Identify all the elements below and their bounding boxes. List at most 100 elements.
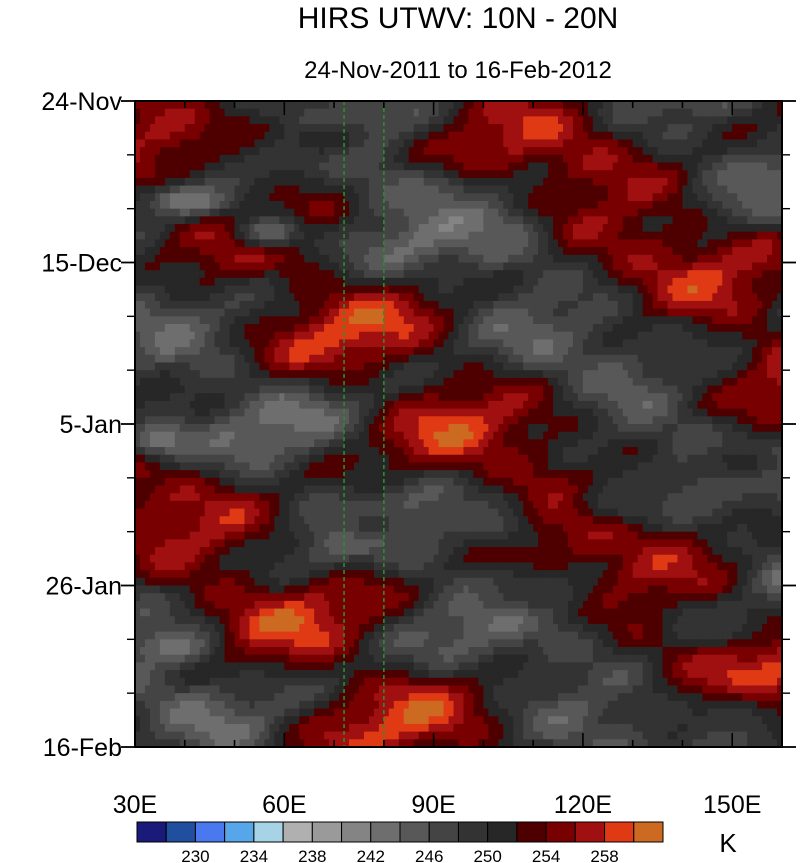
field-cell	[592, 200, 599, 210]
field-cell	[349, 362, 355, 371]
field-cell	[722, 224, 728, 233]
field-cell	[697, 316, 703, 325]
field-cell	[717, 162, 723, 171]
field-cell	[219, 147, 226, 156]
field-cell	[627, 208, 634, 217]
field-cell	[393, 300, 400, 310]
field-cell	[408, 270, 415, 279]
field-cell	[567, 193, 574, 202]
field-cell	[428, 147, 435, 156]
field-cell	[637, 385, 644, 394]
field-cell	[767, 108, 773, 117]
field-cell	[304, 362, 310, 371]
field-cell	[592, 293, 599, 302]
field-cell	[299, 300, 305, 310]
field-cell	[334, 116, 340, 125]
field-cell	[408, 170, 415, 179]
field-cell	[284, 147, 290, 156]
field-cell	[418, 124, 425, 133]
field-cell	[294, 316, 300, 325]
field-cell	[329, 170, 335, 179]
field-cell	[612, 239, 619, 248]
field-cell	[642, 254, 649, 264]
field-cell	[299, 193, 305, 202]
field-cell	[612, 124, 619, 133]
field-cell	[229, 354, 236, 364]
field-cell	[577, 224, 584, 233]
field-cell	[747, 147, 753, 156]
field-cell	[403, 354, 410, 364]
field-cell	[413, 193, 420, 202]
field-cell	[498, 200, 504, 210]
field-cell	[264, 231, 270, 241]
field-cell	[697, 370, 703, 379]
field-cell	[458, 147, 465, 156]
field-cell	[264, 154, 270, 164]
field-cell	[299, 354, 305, 364]
field-cell	[572, 308, 579, 317]
field-cell	[483, 162, 489, 171]
field-cell	[324, 170, 330, 179]
field-cell	[224, 393, 231, 402]
field-cell	[339, 362, 345, 371]
field-cell	[597, 262, 604, 271]
field-cell	[762, 185, 768, 194]
field-cell	[582, 154, 589, 164]
field-cell	[717, 108, 723, 117]
field-cell	[234, 208, 241, 217]
field-cell	[742, 147, 748, 156]
field-cell	[194, 370, 201, 379]
field-cell	[543, 247, 549, 256]
field-cell	[393, 247, 400, 256]
field-cell	[692, 177, 698, 187]
field-cell	[752, 116, 758, 125]
field-cell	[752, 293, 758, 302]
field-cell	[642, 285, 649, 294]
field-cell	[453, 270, 460, 279]
field-cell	[488, 385, 494, 394]
field-cell	[373, 101, 380, 110]
field-cell	[229, 277, 236, 287]
field-cell	[702, 277, 708, 287]
field-cell	[592, 170, 599, 179]
field-cell	[707, 193, 713, 202]
field-cell	[304, 239, 310, 248]
field-cell	[169, 216, 176, 225]
field-cell	[543, 293, 549, 302]
field-cell	[722, 362, 728, 371]
field-cell	[453, 377, 460, 387]
field-cell	[513, 154, 519, 164]
field-cell	[518, 385, 524, 394]
field-cell	[737, 247, 743, 256]
field-cell	[219, 262, 226, 271]
field-cell	[259, 316, 265, 325]
field-cell	[353, 293, 360, 302]
field-cell	[493, 154, 499, 164]
field-cell	[677, 285, 684, 294]
field-cell	[682, 239, 689, 248]
field-cell	[159, 308, 166, 317]
field-cell	[149, 324, 156, 333]
field-cell	[572, 385, 579, 394]
field-cell	[642, 154, 649, 164]
field-cell	[154, 270, 161, 279]
field-cell	[299, 147, 305, 156]
field-cell	[339, 385, 345, 394]
field-cell	[762, 239, 768, 248]
field-cell	[473, 108, 480, 117]
field-cell	[677, 147, 684, 156]
field-cell	[378, 331, 385, 340]
field-cell	[363, 185, 370, 194]
field-cell	[682, 131, 689, 141]
field-cell	[259, 354, 265, 364]
field-cell	[428, 162, 435, 171]
field-cell	[383, 331, 390, 340]
field-cell	[543, 377, 549, 387]
field-cell	[214, 162, 221, 171]
field-cell	[199, 131, 206, 141]
field-cell	[473, 262, 480, 271]
field-cell	[737, 216, 743, 225]
field-cell	[762, 285, 768, 294]
field-cell	[169, 162, 176, 171]
field-cell	[597, 270, 604, 279]
